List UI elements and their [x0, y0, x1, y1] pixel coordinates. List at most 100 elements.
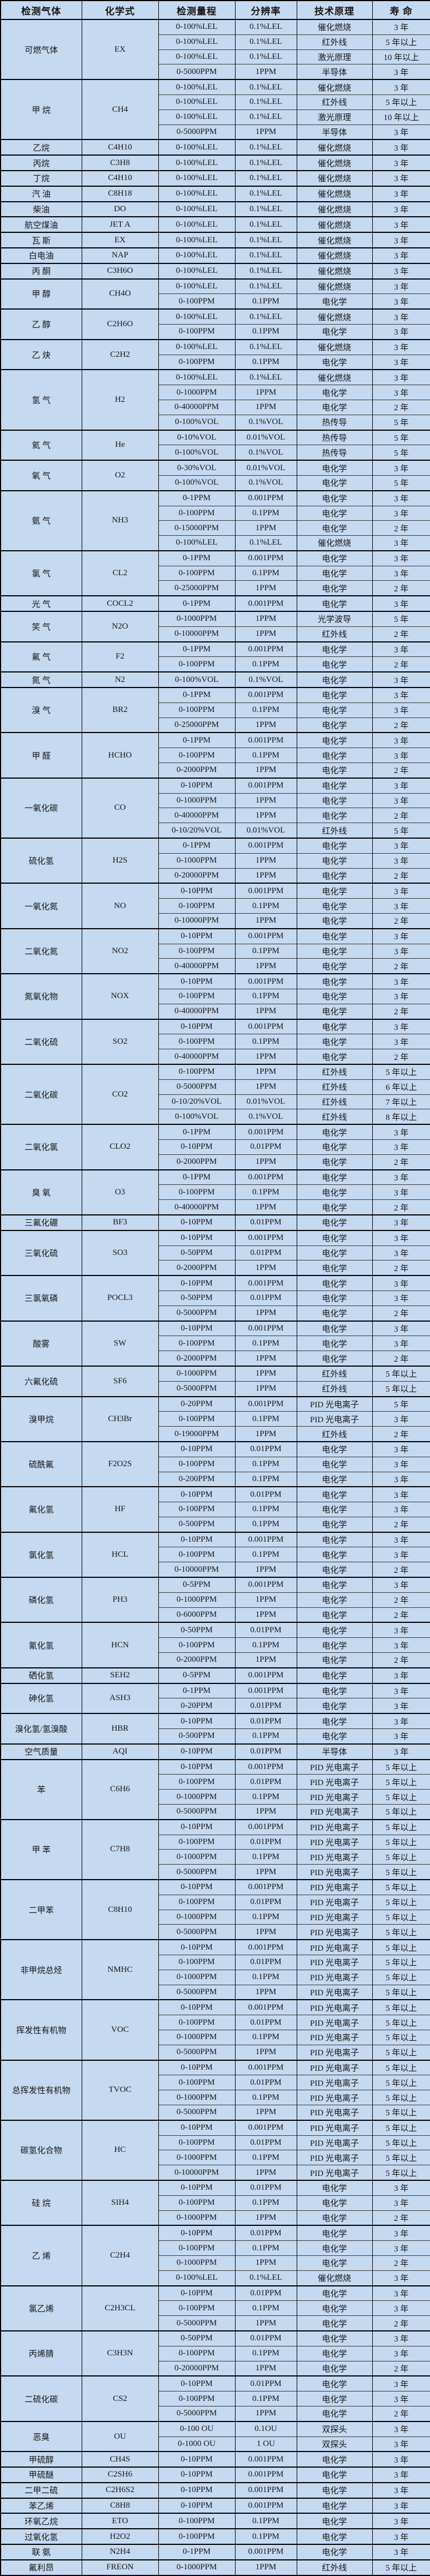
table-row: 0-1000PPM 0.1PPM PID 光电离子 5 年以上 — [1, 2150, 430, 2165]
table-row: 0-10000PPM 1PPM PID 光电离子 5 年以上 — [1, 2165, 430, 2180]
range-cell: 0-100PPM — [158, 2015, 236, 2030]
range-cell: 0-15000PPM — [158, 520, 236, 536]
resolution-cell: 0.001PPM — [234, 2119, 297, 2136]
range-cell: 0-1PPM — [158, 1682, 236, 1698]
resolution-cell: 0.001PPM — [234, 2497, 297, 2514]
table-body: 可燃气体 EX 0-100%LEL 0.1%LEL 催化燃烧 3 年 0-100%LEL 0.… — [0, 18, 430, 2575]
range-cell: 0-1000PPM — [158, 2029, 236, 2045]
range-cell: 0-10PPM — [158, 2225, 236, 2241]
resolution-cell: 1PPM — [234, 1351, 297, 1366]
lifetime-cell: 3 年 — [372, 2391, 430, 2406]
resolution-cell: 0.1PPM — [234, 2240, 297, 2256]
principle-cell: 电化学 — [296, 1622, 373, 1638]
table-row: 联 氨 N2H4 0-1PPM 0.001PPM 电化学 3 年 — [0, 2544, 430, 2560]
resolution-cell: 0.1PPM — [234, 2513, 297, 2529]
range-cell: 0-5000PPM — [158, 1864, 236, 1880]
principle-cell: PID 光电离子 — [296, 2165, 373, 2180]
lifetime-cell: 5 年 — [372, 445, 430, 461]
range-cell: 0-100PPM — [158, 1456, 236, 1472]
gas-name-cell: 柴油 — [0, 201, 82, 217]
lifetime-cell: 3 年 — [372, 2544, 430, 2560]
table-row: 0-100PPM 0.01PPM PID 光电离子 5 年以上 — [1, 2075, 430, 2090]
formula-cell: HCHO — [81, 732, 159, 778]
resolution-cell: 0.1%LEL — [234, 247, 297, 263]
table-row: 0-5000PPM 1PPM PID 光电离子 5 年以上 — [1, 2104, 430, 2120]
lifetime-cell: 3 年 — [372, 2179, 430, 2196]
range-cell: 0-200PPM — [158, 1471, 236, 1487]
range-cell: 0-1PPM — [158, 595, 236, 612]
range-cell: 0-10PPM — [158, 1486, 236, 1502]
formula-cell: JET A — [81, 216, 159, 233]
principle-cell: 激光原理 — [296, 109, 373, 125]
table-row: 柴油 DO 0-100%LEL 0.1%LEL 催化燃烧 3 年 — [0, 201, 430, 217]
table-row: 氟化氢 HF 0-10PPM 0.01PPM 电化学 3 年 — [0, 1486, 430, 1532]
gas-name-cell: 一氧化氮 — [0, 883, 82, 929]
resolution-cell: 1PPM — [234, 808, 297, 823]
lifetime-cell: 3 年 — [372, 2528, 430, 2545]
column-header: 分辨率 — [234, 1, 297, 20]
range-cell: 0-1PPM — [158, 490, 236, 506]
range-cell: 0-50PPM — [158, 2330, 236, 2346]
resolution-cell: 1PPM — [234, 1607, 297, 1623]
principle-cell: 电化学 — [296, 2240, 373, 2256]
principle-cell: 催化燃烧 — [296, 201, 373, 217]
lifetime-cell: 5 年以上 — [372, 1381, 430, 1397]
resolution-cell: 0.1%LEL — [234, 18, 297, 35]
table-row: 0-10000PPM 1PPM 红外线 2 年 — [1, 626, 430, 642]
gas-name-cell: 砷化氢 — [0, 1682, 82, 1714]
table-row: 0-5000PPM 1PPM 半导体 3 年 — [1, 124, 430, 140]
range-cell: 0-100%LEL — [158, 216, 236, 233]
resolution-cell: 0.001PPM — [234, 1124, 297, 1140]
formula-cell: C3H6O — [81, 262, 159, 279]
principle-cell: 红外线 — [296, 1109, 373, 1125]
formula-cell: C8H18 — [81, 185, 159, 202]
table-row: 0-100PPM 0.1PPM 电化学 3 年 — [1, 1336, 430, 1351]
table-row: 一氧化氮 NO 0-10PPM 0.001PPM 电化学 3 年 — [0, 883, 430, 929]
lifetime-cell: 3 年 — [372, 2300, 430, 2316]
table-row: 0-100PPM 0.01PPM PID 光电离子 5 年以上 — [1, 1774, 430, 1790]
range-cell: 0-10PPM — [158, 883, 236, 899]
table-row: 0-100PPM 0.1PPM 电化学 2 年 — [1, 656, 430, 672]
lifetime-cell: 5 年 — [372, 414, 430, 430]
gas-name-cell: 溴 气 — [0, 687, 82, 733]
gas-name-cell: 溴甲烷 — [0, 1396, 82, 1442]
lifetime-cell: 5 年以上 — [372, 1789, 430, 1805]
gas-name-cell: 三氯氧磷 — [0, 1275, 82, 1321]
gas-name-cell: 氯乙烯 — [0, 2285, 82, 2331]
formula-cell: SO2 — [81, 1018, 159, 1064]
lifetime-cell: 3 年 — [372, 1743, 430, 1760]
resolution-cell: 0.1%LEL — [234, 155, 297, 171]
principle-cell: 电化学 — [296, 550, 373, 566]
range-cell: 0-2000PPM — [158, 1652, 236, 1668]
lifetime-cell: 3 年 — [372, 2240, 430, 2256]
range-cell: 0-100 OU — [158, 2420, 236, 2437]
table-row: 0-5000PPM 1PPM 电化学 2 年 — [1, 2405, 430, 2421]
resolution-cell: 0.1PPM — [234, 1637, 297, 1653]
table-row: 0-20PPM 0.01PPM 电化学 3 年 — [1, 1698, 430, 1714]
lifetime-cell: 3 年 — [372, 928, 430, 944]
resolution-cell: 1PPM — [234, 2044, 297, 2060]
principle-cell: 电化学 — [296, 913, 373, 929]
table-row: 0-100%LEL 0.1%LEL 激光原理 10 年以上 — [1, 49, 430, 64]
lifetime-cell: 3 年 — [372, 2330, 430, 2346]
lifetime-cell: 2 年 — [372, 1562, 430, 1578]
table-row: 二甲二硫 C2H6S2 0-10PPM 0.001PPM 电化学 3 年 — [0, 2482, 430, 2498]
resolution-cell: 0.001PPM — [234, 687, 297, 703]
table-row: 0-5000PPM 1PPM 电化学 2 年 — [1, 2315, 430, 2331]
principle-cell: 电化学 — [296, 1531, 373, 1547]
lifetime-cell: 2 年 — [372, 763, 430, 778]
range-cell: 0-100PPM — [158, 1063, 236, 1080]
resolution-cell: 1PPM — [234, 1804, 297, 1820]
resolution-cell: 0.1PPM — [234, 1502, 297, 1517]
formula-cell: F2O2S — [81, 1441, 159, 1487]
resolution-cell: 1PPM — [234, 1260, 297, 1276]
principle-cell: 电化学 — [296, 898, 373, 914]
lifetime-cell: 3 年 — [372, 2270, 430, 2286]
range-cell: 0-100%LEL — [158, 170, 236, 186]
lifetime-cell: 3 年 — [372, 338, 430, 355]
resolution-cell: 0.1PPM — [234, 505, 297, 521]
table-row: 0-25000PPM 1PPM 电化学 2 年 — [1, 717, 430, 733]
lifetime-cell: 5 年以上 — [372, 2119, 430, 2136]
table-row: 臭 氧 O3 0-1PPM 0.001PPM 电化学 3 年 — [0, 1169, 430, 1215]
table-row: 二硫化碳 CS2 0-10PPM 0.01PPM 电化学 3 年 — [0, 2375, 430, 2421]
